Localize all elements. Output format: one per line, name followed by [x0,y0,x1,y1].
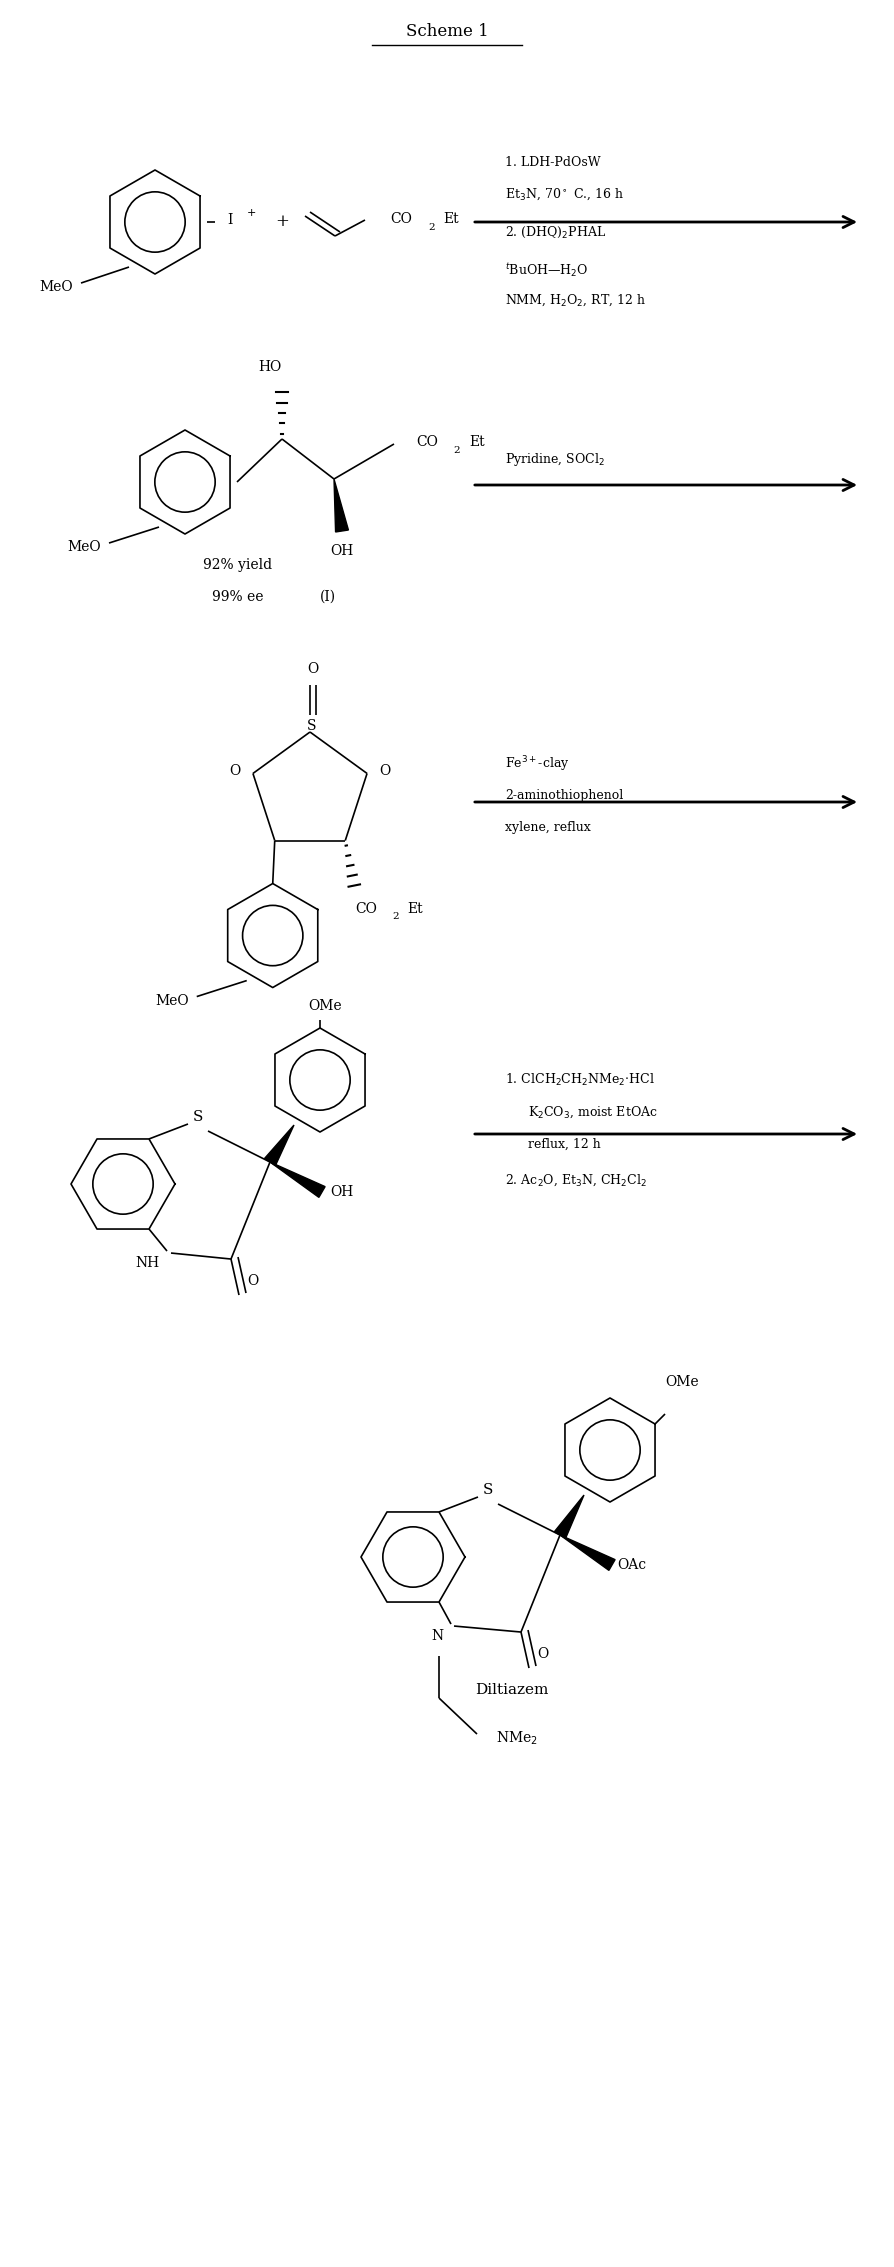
Polygon shape [333,478,348,533]
Text: 1. LDH-PdOsW: 1. LDH-PdOsW [504,156,600,168]
Text: 2-aminothiophenol: 2-aminothiophenol [504,789,622,803]
Text: 2: 2 [392,911,398,920]
Text: OMe: OMe [308,1000,342,1013]
Polygon shape [270,1163,325,1197]
Text: +: + [274,213,289,231]
Text: O: O [536,1648,548,1662]
Text: OH: OH [330,1186,353,1199]
Text: CO: CO [416,435,437,449]
Text: (I): (I) [319,589,335,603]
Text: 92% yield: 92% yield [203,558,273,571]
Text: 2: 2 [428,222,434,231]
Text: 2. (DHQ)$_2$PHAL: 2. (DHQ)$_2$PHAL [504,224,605,240]
Text: NMM, H$_2$O$_2$, RT, 12 h: NMM, H$_2$O$_2$, RT, 12 h [504,292,645,308]
Text: OMe: OMe [664,1376,698,1390]
Text: 99% ee: 99% ee [212,589,264,603]
Text: Scheme 1: Scheme 1 [405,23,488,41]
Text: Diltiazem: Diltiazem [475,1682,548,1698]
Text: MeO: MeO [155,993,189,1007]
Text: S: S [192,1111,203,1124]
Text: reflux, 12 h: reflux, 12 h [527,1138,600,1149]
Polygon shape [265,1124,293,1165]
Text: NMe$_2$: NMe$_2$ [495,1730,537,1748]
Text: Et: Et [468,435,484,449]
Polygon shape [553,1494,584,1539]
Text: O: O [379,764,391,778]
Text: CO: CO [355,902,376,916]
Text: MeO: MeO [39,281,72,295]
Text: +: + [246,209,256,218]
Text: CO: CO [390,213,411,227]
Text: OAc: OAc [617,1557,645,1571]
Text: Fe$^{3+}$-clay: Fe$^{3+}$-clay [504,755,569,773]
Text: MeO: MeO [67,540,101,553]
Text: Et$_3$N, 70$^\circ$ C., 16 h: Et$_3$N, 70$^\circ$ C., 16 h [504,186,624,202]
Text: 2. Ac$_2$O, Et$_3$N, CH$_2$Cl$_2$: 2. Ac$_2$O, Et$_3$N, CH$_2$Cl$_2$ [504,1172,646,1188]
Text: HO: HO [258,360,282,374]
Text: 1. ClCH$_2$CH$_2$NMe$_2$$\cdot$HCl: 1. ClCH$_2$CH$_2$NMe$_2$$\cdot$HCl [504,1072,654,1088]
Text: Et: Et [443,213,458,227]
Text: O: O [307,662,318,676]
Text: OH: OH [330,544,353,558]
Text: O: O [229,764,240,778]
Text: Pyridine, SOCl$_2$: Pyridine, SOCl$_2$ [504,451,604,467]
Text: $^t$BuOH—H$_2$O: $^t$BuOH—H$_2$O [504,261,587,279]
Text: I: I [227,213,232,227]
Text: K$_2$CO$_3$, moist EtOAc: K$_2$CO$_3$, moist EtOAc [527,1104,657,1120]
Text: S: S [482,1483,493,1496]
Text: N: N [430,1630,443,1644]
Text: xylene, reflux: xylene, reflux [504,821,590,834]
Text: Et: Et [407,902,423,916]
Polygon shape [560,1535,614,1571]
Text: O: O [247,1274,258,1288]
Text: S: S [307,719,316,732]
Text: 2: 2 [453,447,460,456]
Text: NH: NH [135,1256,159,1270]
